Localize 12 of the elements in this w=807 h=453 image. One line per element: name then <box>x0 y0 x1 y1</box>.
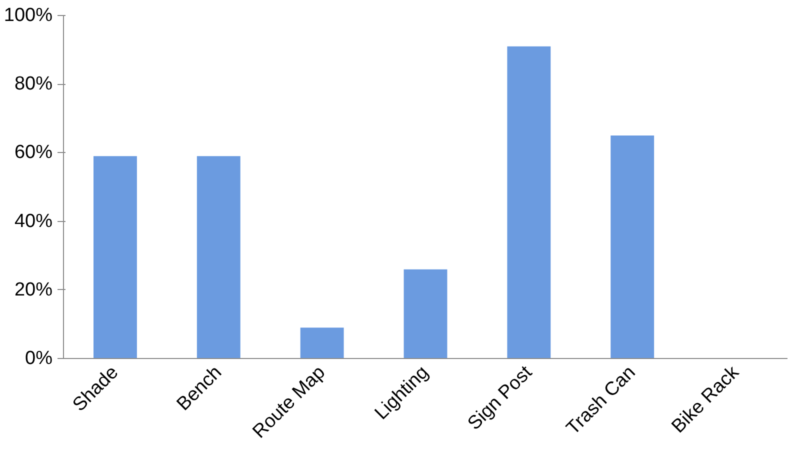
bar <box>196 156 240 358</box>
y-tick-label: 40% <box>14 210 53 232</box>
y-tick-label: 0% <box>25 348 53 369</box>
bar <box>404 269 448 358</box>
bar <box>93 156 137 358</box>
y-tick-label: 80% <box>14 74 53 95</box>
bar <box>300 328 344 358</box>
y-tick-label: 100% <box>4 5 53 26</box>
y-tick-label: 60% <box>14 142 53 164</box>
bar <box>610 136 654 358</box>
y-tick-label: 20% <box>14 279 53 300</box>
bar <box>507 46 551 358</box>
